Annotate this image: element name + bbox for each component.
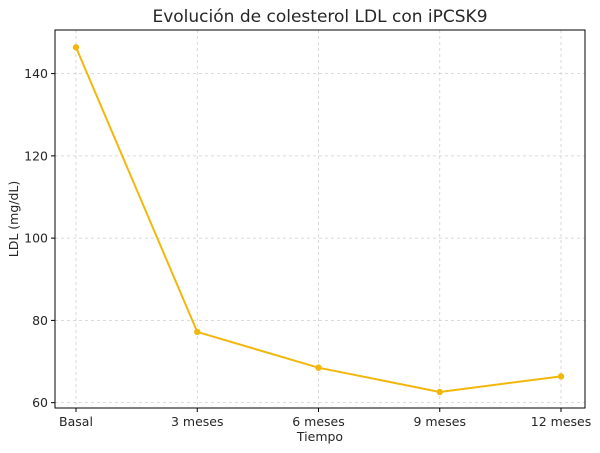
x-axis-label: Tiempo	[296, 429, 343, 444]
y-tick-label: 120	[24, 148, 48, 163]
x-tick-label: 6 meses	[292, 414, 345, 429]
series-layer	[72, 44, 565, 396]
y-tick-label: 60	[32, 395, 48, 410]
data-point	[436, 388, 443, 396]
data-point	[194, 328, 201, 336]
data-point	[72, 44, 80, 51]
tick-layer: Basal 3 meses 6 meses 9 meses 12 meses 60 80 10…	[24, 66, 591, 429]
data-point	[557, 373, 565, 380]
grid-layer	[55, 30, 585, 408]
plot-frame	[54, 29, 586, 409]
x-tick-label: 9 meses	[413, 414, 466, 429]
x-tick-label: 12 meses	[531, 414, 591, 429]
y-tick-label: 100	[24, 231, 48, 246]
chart-title: Evolución de colesterol LDL con iPCSK9	[152, 7, 487, 27]
y-axis-label: LDL (mg/dL)	[6, 181, 21, 258]
x-tick-label: Basal	[59, 414, 93, 429]
x-tick-label: 3 meses	[171, 414, 224, 429]
y-tick-label: 140	[24, 66, 48, 81]
data-point	[315, 364, 322, 371]
y-tick-label: 80	[32, 313, 48, 328]
